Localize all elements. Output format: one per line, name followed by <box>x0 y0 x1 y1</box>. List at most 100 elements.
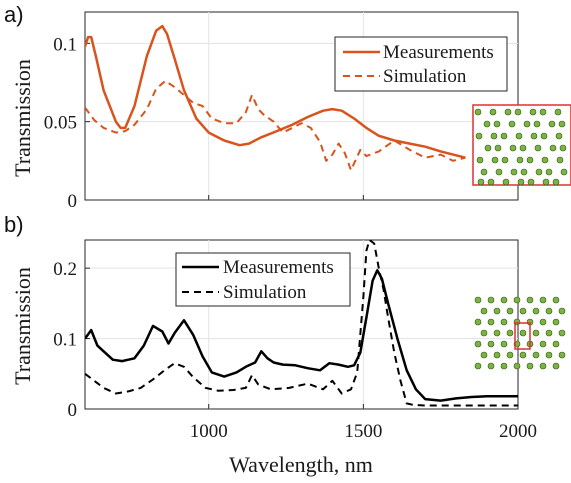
inset-particle <box>484 144 492 152</box>
inset-particle <box>480 307 488 315</box>
inset-particle <box>506 329 514 337</box>
inset-particle <box>526 156 534 164</box>
inset-particle <box>548 120 556 128</box>
panel-b-ytick-label: 0.1 <box>53 330 77 351</box>
panel-a-legend-measurements-label: Measurements <box>383 42 494 63</box>
inset-particle <box>519 307 527 315</box>
inset-particle <box>539 318 547 326</box>
inset-particle <box>474 362 482 370</box>
inset-particle <box>552 178 560 186</box>
inset-particle <box>540 132 548 140</box>
panel-b-series-simulation-line <box>85 240 518 407</box>
panel-a-series <box>85 24 466 172</box>
inset-particle <box>527 178 535 186</box>
inset-particle <box>558 351 566 359</box>
inset-particle <box>487 296 495 304</box>
inset-particle <box>535 168 543 176</box>
panel-a-inset-lattice <box>472 104 571 186</box>
panel-b-xlabel: Wavelength, nm <box>229 452 373 477</box>
inset-particle <box>526 362 534 370</box>
inset-particle <box>506 351 514 359</box>
panel-b-x-ticks: 1000 1500 2000 <box>190 404 537 442</box>
inset-particle <box>539 340 547 348</box>
inset-particle <box>474 296 482 304</box>
inset-particle <box>520 168 528 176</box>
inset-particle <box>519 144 527 152</box>
inset-particle <box>533 120 541 128</box>
inset-particle <box>552 296 560 304</box>
inset-particle <box>552 340 560 348</box>
inset-particle <box>487 362 495 370</box>
panel-a-legend: Measurements Simulation <box>334 36 508 92</box>
inset-particle <box>552 362 560 370</box>
inset-particle <box>515 132 523 140</box>
inset-particle <box>477 178 485 186</box>
inset-particle <box>560 168 568 176</box>
inset-particle <box>556 156 564 164</box>
inset-particle <box>516 156 524 164</box>
inset-particle <box>526 296 534 304</box>
inset-particle <box>500 340 508 348</box>
panel-a-series-measurements-line <box>85 24 466 159</box>
panel-b-label: b) <box>4 212 24 237</box>
inset-particle <box>532 329 540 337</box>
inset-particle <box>558 120 566 128</box>
inset-particle <box>495 168 503 176</box>
panel-b-xtick-label: 1500 <box>344 421 382 442</box>
inset-particle <box>549 144 557 152</box>
panel-a-legend-box <box>334 36 508 92</box>
inset-particle <box>509 144 517 152</box>
inset-particle <box>539 362 547 370</box>
panel-b-inset-lattice <box>474 296 566 370</box>
inset-particle <box>500 132 508 140</box>
panel-b-legend-box <box>175 252 351 307</box>
inset-particle <box>559 144 567 152</box>
inset-particle <box>474 340 482 348</box>
panel-a-series-simulation-line <box>85 79 466 172</box>
inset-particle <box>534 144 542 152</box>
panel-b-legend-measurements-label: Measurements <box>223 257 334 278</box>
inset-particle <box>513 296 521 304</box>
inset-particle <box>558 307 566 315</box>
inset-particle <box>480 168 488 176</box>
inset-particle <box>519 329 527 337</box>
inset-particle <box>501 156 509 164</box>
panel-a-label: a) <box>4 2 24 27</box>
inset-particle <box>491 156 499 164</box>
inset-particle <box>489 108 497 116</box>
inset-particle <box>514 108 522 116</box>
inset-particle <box>545 168 553 176</box>
panel-b-ytick-label: 0.2 <box>53 259 77 280</box>
inset-particle <box>545 329 553 337</box>
inset-particle <box>529 108 537 116</box>
panel-b-ytick-label: 0 <box>68 400 78 421</box>
inset-particle <box>510 168 518 176</box>
inset-particle <box>519 351 527 359</box>
panel-b-legend-simulation-label: Simulation <box>223 282 307 303</box>
inset-particle <box>475 132 483 140</box>
inset-particle <box>552 318 560 326</box>
panel-b-xtick-label: 1000 <box>190 421 228 442</box>
panel-b-series <box>85 240 518 407</box>
inset-particle <box>541 156 549 164</box>
inset-particle <box>500 362 508 370</box>
panel-b: b) Transmission 0 0.1 0.2 1000 1500 2000 Mea… <box>4 212 566 477</box>
inset-particle <box>483 120 491 128</box>
inset-particle <box>545 351 553 359</box>
inset-particle <box>542 178 550 186</box>
inset-particle <box>554 108 562 116</box>
inset-particle <box>502 178 510 186</box>
inset-particle <box>480 329 488 337</box>
inset-particle <box>513 362 521 370</box>
panel-b-series-measurements-line <box>85 269 518 402</box>
inset-particle <box>504 108 512 116</box>
panel-b-ylabel: Transmission <box>10 267 35 385</box>
inset-particle <box>532 307 540 315</box>
inset-particle <box>558 329 566 337</box>
inset-particle <box>493 351 501 359</box>
panel-a-y-ticks: 0 0.05 0.1 <box>44 34 90 212</box>
inset-particle <box>523 120 531 128</box>
inset-particle <box>493 120 501 128</box>
inset-particle <box>474 318 482 326</box>
inset-particle <box>494 144 502 152</box>
